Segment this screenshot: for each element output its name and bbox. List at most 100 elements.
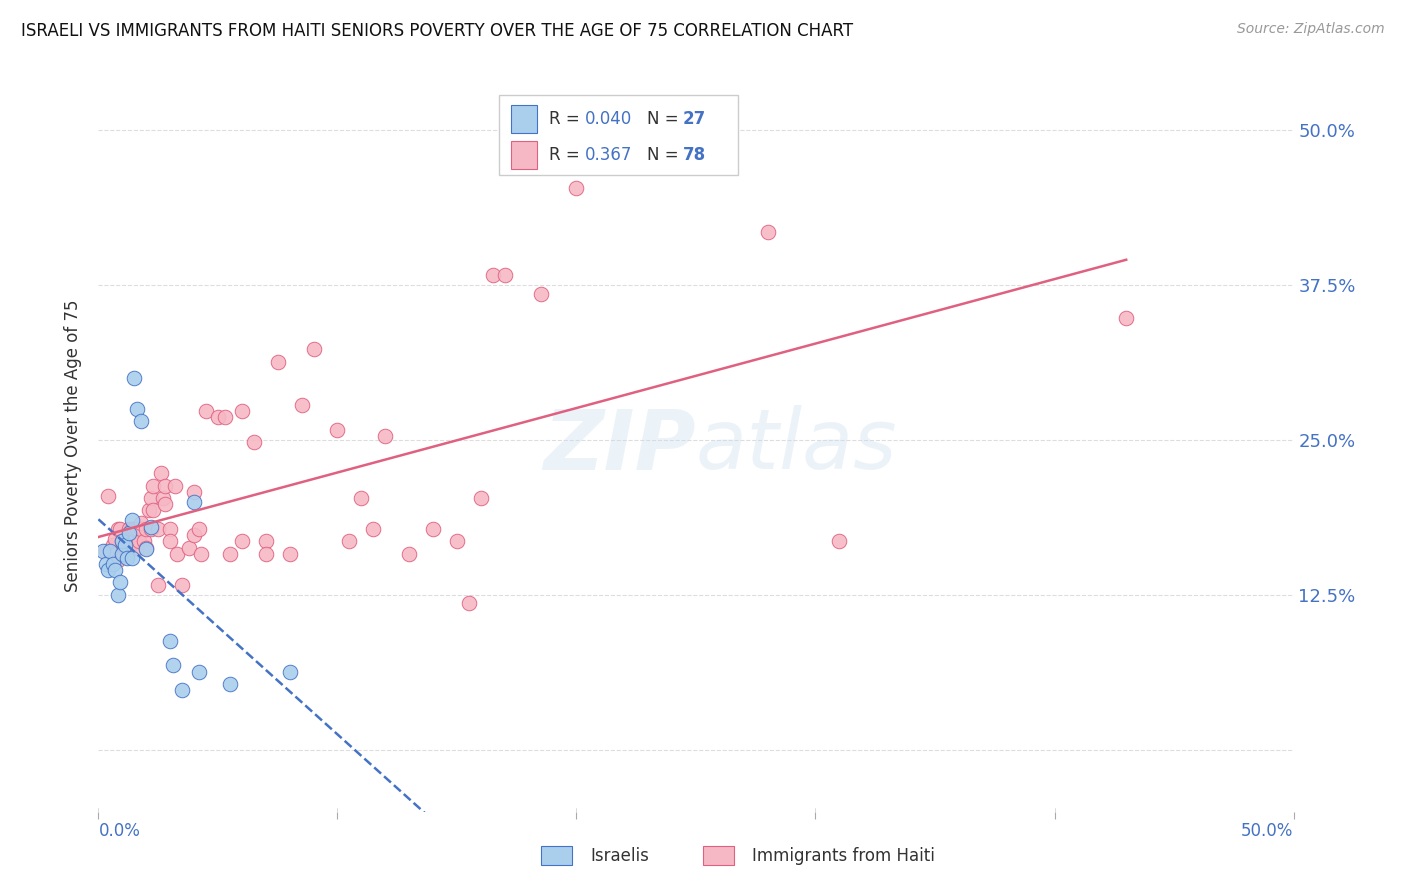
Point [179,541,201,555]
Point [94,557,117,571]
Point [115,550,138,565]
Point [214,410,236,425]
Point [302,343,325,357]
Point [163,478,186,492]
Point [104,547,127,561]
Point [132,534,155,549]
FancyBboxPatch shape [510,141,537,169]
Point [125,541,148,555]
Point [187,522,209,536]
Point [128,534,150,549]
Point [195,404,218,418]
Point [291,398,314,412]
Point [139,491,162,505]
Point [219,547,242,561]
Point [458,597,481,611]
Point [278,665,301,679]
Text: N =: N = [647,146,683,164]
Point [139,522,162,536]
Text: 27: 27 [683,110,706,128]
Point [124,522,146,536]
Point [138,503,160,517]
Point [183,484,205,499]
Point [142,503,165,517]
Point [326,423,349,437]
Point [107,553,129,567]
Point [398,547,420,561]
Point [254,534,277,549]
Point [121,522,143,536]
Text: 0.040: 0.040 [585,110,633,128]
Point [207,410,229,425]
Text: Israelis: Israelis [591,847,650,865]
Point [267,354,290,368]
Point [219,677,242,691]
Text: ZIP: ZIP [543,406,696,486]
Point [231,404,253,418]
Point [107,588,129,602]
FancyBboxPatch shape [510,105,537,133]
Point [339,534,361,549]
Point [172,683,194,698]
Point [115,534,138,549]
Text: Immigrants from Haiti: Immigrants from Haiti [752,847,935,865]
Point [121,550,143,565]
Point [114,538,136,552]
Text: ISRAELI VS IMMIGRANTS FROM HAITI SENIORS POVERTY OVER THE AGE OF 75 CORRELATION : ISRAELI VS IMMIGRANTS FROM HAITI SENIORS… [21,22,853,40]
Point [231,534,253,549]
Point [131,516,153,530]
Text: 78: 78 [683,146,706,164]
Point [125,401,148,416]
Point [104,563,127,577]
Point [363,522,385,536]
Point [131,522,153,536]
Point [94,544,117,558]
Point [374,429,396,443]
Point [183,528,205,542]
Point [115,547,138,561]
Point [135,522,157,536]
Point [98,544,122,558]
Point [254,547,277,561]
Point [494,268,516,282]
Point [446,534,468,549]
Point [1115,311,1137,326]
Y-axis label: Seniors Poverty Over the Age of 75: Seniors Poverty Over the Age of 75 [65,300,83,592]
Point [101,538,124,552]
Point [243,435,266,450]
Text: 0.367: 0.367 [585,146,633,164]
Point [172,578,194,592]
Point [155,497,177,511]
Point [149,467,172,481]
Point [828,534,851,549]
Point [756,225,779,239]
Point [183,495,205,509]
Point [118,522,141,536]
Point [118,541,141,555]
Text: R =: R = [548,110,585,128]
Text: R =: R = [548,146,585,164]
Point [121,513,143,527]
Point [470,491,492,505]
Point [530,286,553,301]
Point [159,534,181,549]
Point [108,522,131,536]
Point [97,489,120,503]
Point [278,547,301,561]
Point [131,414,153,428]
Point [148,578,170,592]
Point [422,522,444,536]
Point [159,633,181,648]
Point [111,547,134,561]
Point [187,665,209,679]
Point [142,478,165,492]
Point [155,478,177,492]
Text: 50.0%: 50.0% [1241,822,1294,839]
Point [108,575,131,590]
Point [104,532,127,546]
Point [166,547,188,561]
Point [91,544,114,558]
Point [98,544,122,558]
Text: 0.0%: 0.0% [98,822,141,839]
Point [107,522,129,536]
